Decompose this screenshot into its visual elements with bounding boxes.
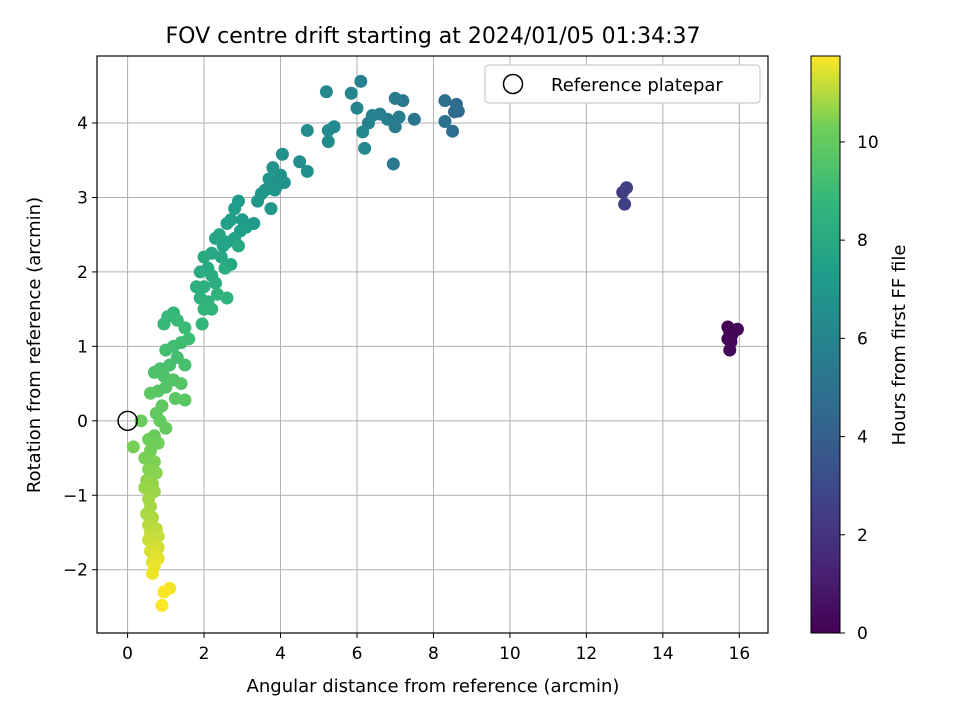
data-point [189, 280, 203, 294]
data-point [438, 115, 452, 129]
chart-title: FOV centre drift starting at 2024/01/05 … [166, 24, 701, 49]
colorbar-tick-label: 10 [857, 133, 879, 153]
x-tick-label: 6 [352, 644, 363, 664]
x-axis-ticks: 0 2 4 6 8 10 12 14 16 [122, 633, 750, 664]
legend-reference-marker [502, 73, 524, 95]
data-point [209, 231, 223, 245]
data-point [392, 110, 406, 124]
colorbar [810, 55, 841, 634]
data-point [168, 391, 182, 405]
data-point [386, 157, 400, 171]
data-point [300, 123, 314, 137]
x-axis-label: Angular distance from reference (arcmin) [247, 676, 620, 697]
data-point [451, 104, 465, 118]
x-tick-label: 2 [199, 644, 210, 664]
legend-entry-label: Reference platepar [551, 75, 723, 96]
colorbar-label: Hours from first FF file [889, 245, 910, 446]
data-point [358, 141, 372, 155]
colorbar-tick-label: 8 [857, 231, 868, 251]
data-point [220, 291, 234, 305]
data-point [356, 125, 370, 139]
y-tick-label: −1 [63, 486, 88, 506]
grid-lines [97, 56, 768, 633]
colorbar-ticks: 0 2 4 6 8 10 [840, 133, 879, 644]
data-point [155, 598, 169, 612]
reference-marker-layer [117, 410, 138, 432]
data-point [220, 217, 234, 231]
data-point [618, 197, 632, 211]
data-point [620, 181, 634, 195]
y-tick-label: −2 [63, 561, 88, 581]
legend-box [484, 64, 761, 104]
data-point [300, 164, 314, 178]
data-point [293, 155, 307, 169]
y-tick-label: 0 [77, 412, 88, 432]
y-tick-label: 1 [77, 337, 88, 357]
x-tick-label: 16 [729, 644, 751, 664]
data-point [319, 85, 333, 99]
data-point [218, 261, 232, 275]
x-tick-label: 14 [652, 644, 674, 664]
data-point [275, 147, 289, 161]
data-point [157, 317, 171, 331]
x-tick-label: 8 [428, 644, 439, 664]
data-points [126, 74, 744, 612]
data-point [723, 343, 737, 357]
data-point [258, 183, 272, 197]
data-point [446, 124, 460, 138]
colorbar-tick-label: 6 [857, 329, 868, 349]
data-point [209, 276, 223, 290]
data-point [388, 91, 402, 105]
y-tick-label: 4 [77, 114, 88, 134]
data-point [262, 172, 276, 186]
data-point [268, 183, 282, 197]
data-point [145, 566, 159, 580]
data-point [407, 112, 421, 126]
data-point [214, 250, 228, 264]
x-tick-label: 10 [499, 644, 521, 664]
data-point [730, 322, 744, 336]
data-point [193, 265, 207, 279]
data-point [251, 194, 265, 208]
data-point [354, 74, 368, 88]
data-point [157, 585, 171, 599]
data-point [144, 386, 158, 400]
data-point [178, 358, 192, 372]
data-point [350, 101, 364, 115]
legend: Reference platepar [484, 64, 761, 104]
x-tick-label: 0 [122, 644, 133, 664]
y-tick-label: 2 [77, 263, 88, 283]
y-axis-ticks: −2 −1 0 1 2 3 4 [63, 114, 97, 581]
data-point [344, 86, 358, 100]
data-point [126, 440, 140, 454]
data-point [159, 343, 173, 357]
x-tick-label: 4 [275, 644, 286, 664]
data-point [228, 202, 242, 216]
colorbar-tick-label: 0 [857, 624, 868, 644]
plot-area-frame [96, 55, 769, 634]
x-tick-label: 12 [576, 644, 598, 664]
y-tick-label: 3 [77, 188, 88, 208]
data-point [321, 135, 335, 149]
data-point [195, 317, 209, 331]
data-point [134, 414, 148, 428]
data-point [266, 161, 280, 175]
data-point [174, 377, 188, 391]
data-point [149, 466, 163, 480]
data-point [178, 321, 192, 335]
data-point [197, 250, 211, 264]
colorbar-tick-label: 4 [857, 428, 868, 448]
y-axis-label: Rotation from reference (arcmin) [24, 197, 45, 493]
data-point [264, 202, 278, 216]
data-point [321, 123, 335, 137]
data-point [231, 239, 245, 253]
colorbar-tick-label: 2 [857, 526, 868, 546]
data-point [178, 393, 192, 407]
data-point [159, 421, 173, 435]
reference-platepar-marker [117, 410, 138, 432]
data-point [438, 94, 452, 108]
data-point [197, 302, 211, 316]
